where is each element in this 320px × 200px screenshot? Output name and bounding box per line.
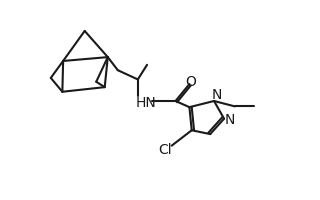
Text: HN: HN [136,96,157,110]
Text: O: O [186,75,196,89]
Text: Cl: Cl [159,143,172,157]
Text: N: N [211,88,221,102]
Text: N: N [225,113,236,127]
